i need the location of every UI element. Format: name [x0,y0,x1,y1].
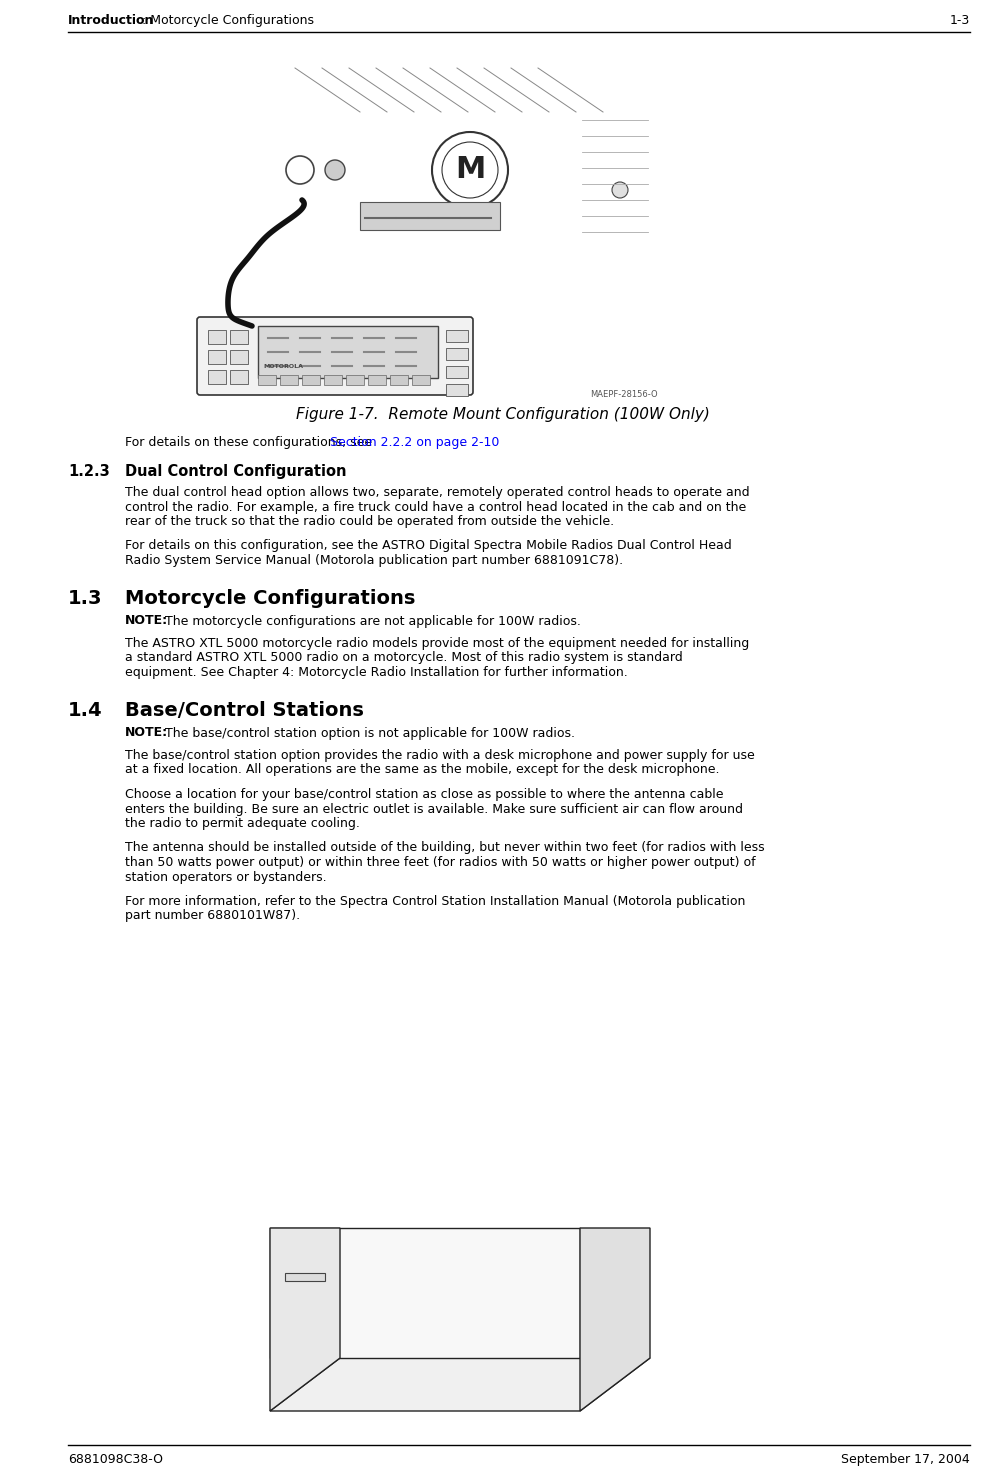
Bar [258,326,438,379]
Bar [412,376,430,384]
Bar [302,376,320,384]
Text: NOTE:: NOTE: [125,726,168,739]
Text: Figure 1-7.  Remote Mount Configuration (100W Only): Figure 1-7. Remote Mount Configuration (… [296,407,710,421]
Text: part number 6880101W87).: part number 6880101W87). [125,909,300,922]
Bar [360,202,500,230]
Text: enters the building. Be sure an electric outlet is available. Make sure sufficie: enters the building. Be sure an electric… [125,803,743,816]
Polygon shape [580,1228,650,1411]
Text: Section 2.2.2 on page 2-10: Section 2.2.2 on page 2-10 [330,436,499,449]
Text: Base/Control Stations: Base/Control Stations [125,701,364,719]
Bar [230,351,248,364]
Text: rear of the truck so that the radio could be operated from outside the vehicle.: rear of the truck so that the radio coul… [125,516,614,527]
Text: The motorcycle configurations are not applicable for 100W radios.: The motorcycle configurations are not ap… [157,614,580,627]
Bar [258,376,276,384]
Text: control the radio. For example, a fire truck could have a control head located i: control the radio. For example, a fire t… [125,501,746,514]
Text: For details on this configuration, see the ASTRO Digital Spectra Mobile Radios D: For details on this configuration, see t… [125,539,731,552]
Text: Introduction: Introduction [68,15,154,27]
Bar [208,370,226,384]
Text: a standard ASTRO XTL 5000 radio on a motorcycle. Most of this radio system is st: a standard ASTRO XTL 5000 radio on a mot… [125,651,683,664]
Text: the radio to permit adequate cooling.: the radio to permit adequate cooling. [125,818,360,829]
Text: Choose a location for your base/control station as close as possible to where th: Choose a location for your base/control … [125,788,723,801]
Bar [280,376,298,384]
Bar [208,330,226,345]
Text: September 17, 2004: September 17, 2004 [841,1452,970,1466]
Circle shape [325,161,345,180]
Text: For details on these configurations, see: For details on these configurations, see [125,436,376,449]
Bar [446,384,468,396]
Polygon shape [270,1228,580,1358]
Bar [446,365,468,379]
Text: : Motorcycle Configurations: : Motorcycle Configurations [142,15,314,27]
Polygon shape [285,1273,325,1282]
Text: For more information, refer to the Spectra Control Station Installation Manual (: For more information, refer to the Spect… [125,896,745,907]
Text: Radio System Service Manual (Motorola publication part number 6881091C78).: Radio System Service Manual (Motorola pu… [125,554,623,567]
Bar [208,351,226,364]
Text: The base/control station option provides the radio with a desk microphone and po: The base/control station option provides… [125,748,754,762]
Text: .: . [460,436,464,449]
Text: 1.4: 1.4 [68,701,103,719]
Bar [230,330,248,345]
Text: 1.3: 1.3 [68,589,103,607]
Text: The base/control station option is not applicable for 100W radios.: The base/control station option is not a… [157,726,575,739]
Bar [324,376,342,384]
Bar [390,376,408,384]
Text: NOTE:: NOTE: [125,614,168,627]
Text: MOTOROLA: MOTOROLA [263,364,303,370]
Text: M: M [455,156,485,184]
Text: Dual Control Configuration: Dual Control Configuration [125,464,346,479]
Bar [446,330,468,342]
Text: Motorcycle Configurations: Motorcycle Configurations [125,589,415,607]
Polygon shape [270,1358,650,1411]
Text: MAEPF-28156-O: MAEPF-28156-O [590,390,658,399]
Text: than 50 watts power output) or within three feet (for radios with 50 watts or hi: than 50 watts power output) or within th… [125,856,756,869]
Text: The antenna should be installed outside of the building, but never within two fe: The antenna should be installed outside … [125,841,765,854]
Text: station operators or bystanders.: station operators or bystanders. [125,871,327,884]
Text: at a fixed location. All operations are the same as the mobile, except for the d: at a fixed location. All operations are … [125,763,719,776]
FancyBboxPatch shape [197,317,473,395]
Bar [230,370,248,384]
Text: The ASTRO XTL 5000 motorcycle radio models provide most of the equipment needed : The ASTRO XTL 5000 motorcycle radio mode… [125,636,749,650]
Bar [368,376,386,384]
Bar [446,348,468,359]
Text: 1-3: 1-3 [950,15,970,27]
Circle shape [612,183,628,197]
Polygon shape [270,1228,340,1411]
Text: 1.2.3: 1.2.3 [68,464,110,479]
Text: equipment. See Chapter 4: Motorcycle Radio Installation for further information.: equipment. See Chapter 4: Motorcycle Rad… [125,666,628,679]
Bar [346,376,364,384]
Text: 6881098C38-O: 6881098C38-O [68,1452,163,1466]
Text: The dual control head option allows two, separate, remotely operated control hea: The dual control head option allows two,… [125,486,749,499]
